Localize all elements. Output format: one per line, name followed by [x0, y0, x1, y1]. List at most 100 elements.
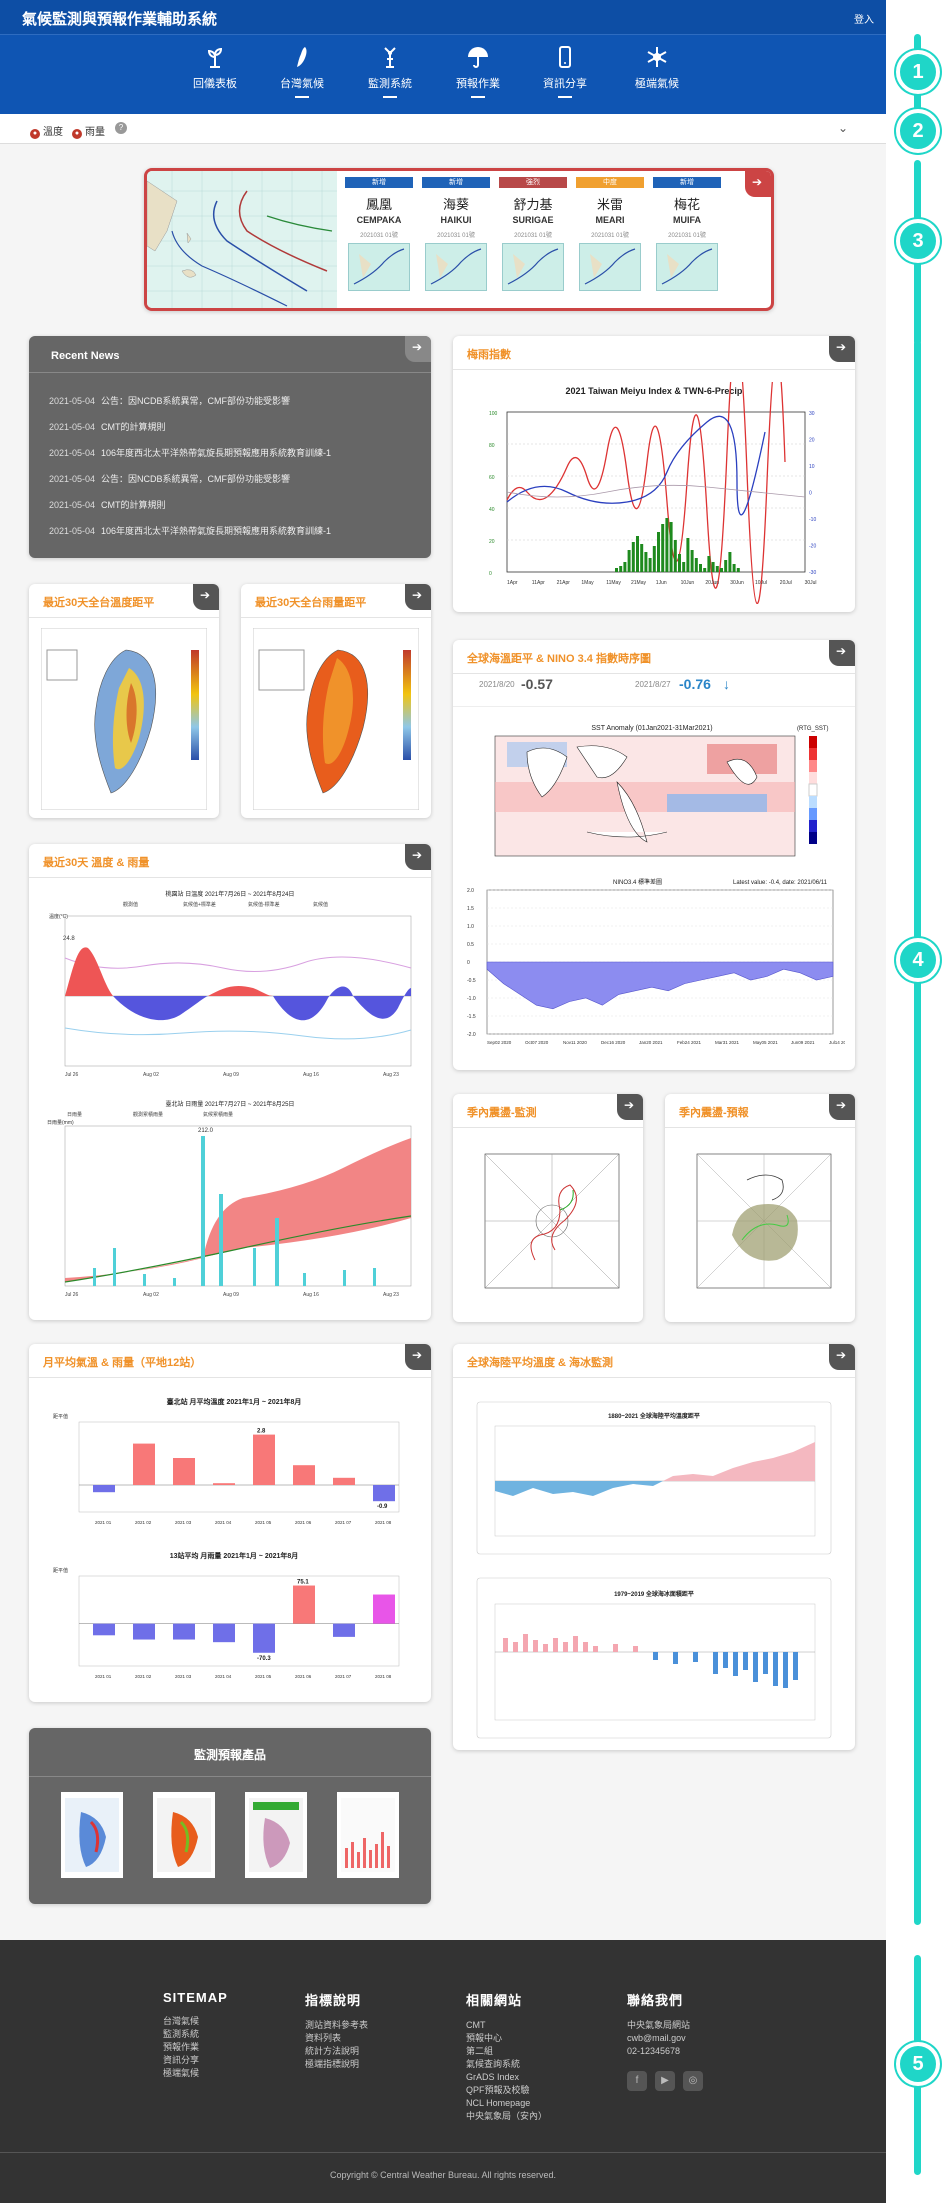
- typhoon-track-map[interactable]: [147, 171, 337, 311]
- nav-label: 預報作業: [456, 78, 500, 90]
- typhoon-thumbnail[interactable]: [656, 243, 718, 291]
- global-temp-chart[interactable]: 1880~2021 全球海陸平均溫度距平: [473, 1396, 835, 1558]
- rain-daily-chart[interactable]: 臺北站 日雨量 2021年7月27日 ~ 2021年8月25日 日雨量(mm) …: [43, 1098, 417, 1308]
- footer-link[interactable]: GrADS Index: [466, 2072, 520, 2082]
- meiyu-precip-bar: [715, 566, 719, 572]
- nino-y-tick: -1.0: [467, 996, 476, 1002]
- footer-link[interactable]: QPF預報及校驗: [466, 2085, 530, 2095]
- footer-link[interactable]: 第二組: [466, 2046, 494, 2056]
- sst-anomaly-map[interactable]: SST Anomaly (01Jan2021-31Mar2021) (RTG_S…: [467, 722, 841, 872]
- rain-filter[interactable]: ● 雨量: [72, 123, 105, 139]
- footer-link[interactable]: 台灣氣候: [163, 2016, 200, 2026]
- nav-taiwan-climate[interactable]: 台灣氣候: [267, 45, 337, 98]
- global-more-button[interactable]: [829, 1344, 855, 1370]
- mjo-forecast-diagram[interactable]: [677, 1140, 843, 1312]
- nav-dashboard[interactable]: 回儀表板: [180, 45, 250, 91]
- meiyu-precip-bar: [686, 538, 690, 572]
- nav-forecast[interactable]: 預報作業: [443, 45, 513, 98]
- news-text: CMT的計算規則: [101, 500, 166, 510]
- footer-link[interactable]: 中央氣象局（安內）: [466, 2111, 548, 2121]
- typhoon-name-en: HAIKUI: [440, 215, 472, 225]
- mjo-forecast-more-button[interactable]: [829, 1094, 855, 1120]
- product-thumb-3[interactable]: [245, 1792, 307, 1878]
- monthly-rain-unit: 距平值: [53, 1567, 68, 1574]
- typhoon-thumbnail[interactable]: [502, 243, 564, 291]
- footer-link[interactable]: 極端指標說明: [305, 2059, 360, 2069]
- typhoon-tag: 新增: [422, 177, 490, 188]
- top-bar: 氣候監測與預報作業輔助系統 登入: [0, 0, 886, 34]
- news-item[interactable]: 2021-05-04 公告：因NCDB系統異常，CMF部份功能受影響: [49, 394, 290, 407]
- typhoon-item[interactable]: 強烈 舒力基 SURIGAE 2021031 01號: [499, 177, 567, 291]
- news-item[interactable]: 2021-05-04 106年度西北太平洋熱帶氣旋長期預報應用系統教育訓練-1: [49, 446, 331, 459]
- footer-contact-line[interactable]: 02-12345678: [627, 2046, 681, 2056]
- typhoon-item[interactable]: 新增 鳳凰 CEMPAKA 2021031 01號: [345, 177, 413, 291]
- typhoon-thumbnail[interactable]: [425, 243, 487, 291]
- temp30-more-button[interactable]: [193, 584, 219, 610]
- typhoon-more-button[interactable]: [745, 171, 771, 197]
- footer-link[interactable]: CMT: [466, 2020, 486, 2030]
- footer-link[interactable]: 統計方法說明: [305, 2046, 360, 2056]
- meiyu-chart[interactable]: 2021 Taiwan Meiyu Index & TWN-6-Precip 1…: [467, 382, 841, 604]
- youtube-icon[interactable]: ▶: [655, 2071, 675, 2091]
- nav-extreme[interactable]: 極端氣候: [622, 45, 692, 91]
- temp-filter[interactable]: ● 溫度: [30, 123, 63, 139]
- news-item[interactable]: 2021-05-04 公告：因NCDB系統異常，CMF部份功能受影響: [49, 472, 290, 485]
- news-item[interactable]: 2021-05-04 CMT的計算規則: [49, 420, 166, 433]
- nav-monitoring[interactable]: 監測系統: [355, 45, 425, 98]
- footer-link[interactable]: 預報中心: [466, 2033, 503, 2043]
- product-thumb-4[interactable]: [337, 1792, 399, 1878]
- news-text: 106年度西北太平洋熱帶氣旋長期預報應用系統教育訓練-1: [101, 526, 332, 536]
- product-thumb-2[interactable]: [153, 1792, 215, 1878]
- footer-link[interactable]: NCL Homepage: [466, 2098, 531, 2108]
- login-link[interactable]: 登入: [854, 15, 874, 26]
- footer-contact-line[interactable]: 中央氣象局網站: [627, 2020, 691, 2030]
- news-more-button[interactable]: [405, 336, 431, 362]
- monthly-rain-chart[interactable]: 13站平均 月雨量 2021年1月 ~ 2021年8月 距平值 75.1 -70.…: [49, 1550, 419, 1690]
- footer-link[interactable]: 監測系統: [163, 2029, 200, 2039]
- facebook-icon[interactable]: f: [627, 2071, 647, 2091]
- nav-label: 資訊分享: [543, 78, 587, 90]
- monthly-more-button[interactable]: [405, 1344, 431, 1370]
- meiyu-more-button[interactable]: [829, 336, 855, 362]
- mjo-phase-diagram[interactable]: [465, 1140, 631, 1312]
- monthly-x-tick: 2021 02: [135, 1674, 152, 1679]
- typhoon-thumbnail[interactable]: [348, 243, 410, 291]
- footer-heading: 聯絡我們: [627, 1993, 684, 2008]
- footer-link[interactable]: 資料列表: [305, 2033, 342, 2043]
- footer-link[interactable]: 資訊分享: [163, 2055, 200, 2065]
- footer-link[interactable]: 極端氣候: [163, 2068, 200, 2078]
- footer-link[interactable]: 預報作業: [163, 2042, 200, 2052]
- product-thumb-1[interactable]: [61, 1792, 123, 1878]
- typhoon-thumbnail[interactable]: [579, 243, 641, 291]
- mjo-monitor-more-button[interactable]: [617, 1094, 643, 1120]
- active-underline: [295, 96, 309, 98]
- news-item[interactable]: 2021-05-04 106年度西北太平洋熱帶氣旋長期預報應用系統教育訓練-1: [49, 524, 331, 537]
- sea-ice-chart[interactable]: 1979~2019 全球海冰面積距平: [473, 1572, 835, 1742]
- footer-link[interactable]: 測站資料參考表: [305, 2020, 369, 2030]
- nav-info-share[interactable]: 資訊分享: [530, 45, 600, 98]
- rain30-more-button[interactable]: [405, 584, 431, 610]
- meiyu-title: 梅雨指數: [467, 349, 511, 361]
- typhoon-item[interactable]: 新增 梅花 MUIFA 2021031 01號: [653, 177, 721, 291]
- sst-more-button[interactable]: [829, 640, 855, 666]
- footer-link[interactable]: 氣候查詢系統: [466, 2059, 521, 2069]
- site-title[interactable]: 氣候監測與預報作業輔助系統: [22, 11, 218, 28]
- temp-label: 溫度: [43, 127, 63, 138]
- tr30-more-button[interactable]: [405, 844, 431, 870]
- temp-anomaly-map[interactable]: [41, 628, 207, 810]
- monthly-temp-chart[interactable]: 臺北站 月平均溫度 2021年1月 ~ 2021年8月 距平值 2.8 -0.9 2…: [49, 1396, 419, 1536]
- instagram-icon[interactable]: ◎: [683, 2071, 703, 2091]
- typhoon-name-en: CEMPAKA: [356, 215, 402, 225]
- nino34-chart[interactable]: NINO3.4 標準差圖 Latest value: -0.4, date: 2…: [463, 876, 845, 1062]
- monthly-bar: [373, 1485, 395, 1502]
- footer-contact-line[interactable]: cwb@mail.gov: [627, 2033, 686, 2043]
- chevron-down-icon[interactable]: ⌄: [837, 121, 848, 135]
- nino-x-tick: May05 2021: [753, 1040, 778, 1045]
- news-item[interactable]: 2021-05-04 CMT的計算規則: [49, 498, 166, 511]
- mjo-forecast-title: 季內震盪-預報: [679, 1107, 749, 1119]
- typhoon-item[interactable]: 新增 海葵 HAIKUI 2021031 01號: [422, 177, 490, 291]
- typhoon-item[interactable]: 中度 米雷 MEARI 2021031 01號: [576, 177, 644, 291]
- rain-anomaly-map[interactable]: [253, 628, 419, 810]
- help-icon[interactable]: ?: [115, 122, 127, 134]
- temp-daily-chart[interactable]: 桃園站 日溫度 2021年7月26日 ~ 2021年8月24日 溫度(°C) 2…: [43, 888, 417, 1088]
